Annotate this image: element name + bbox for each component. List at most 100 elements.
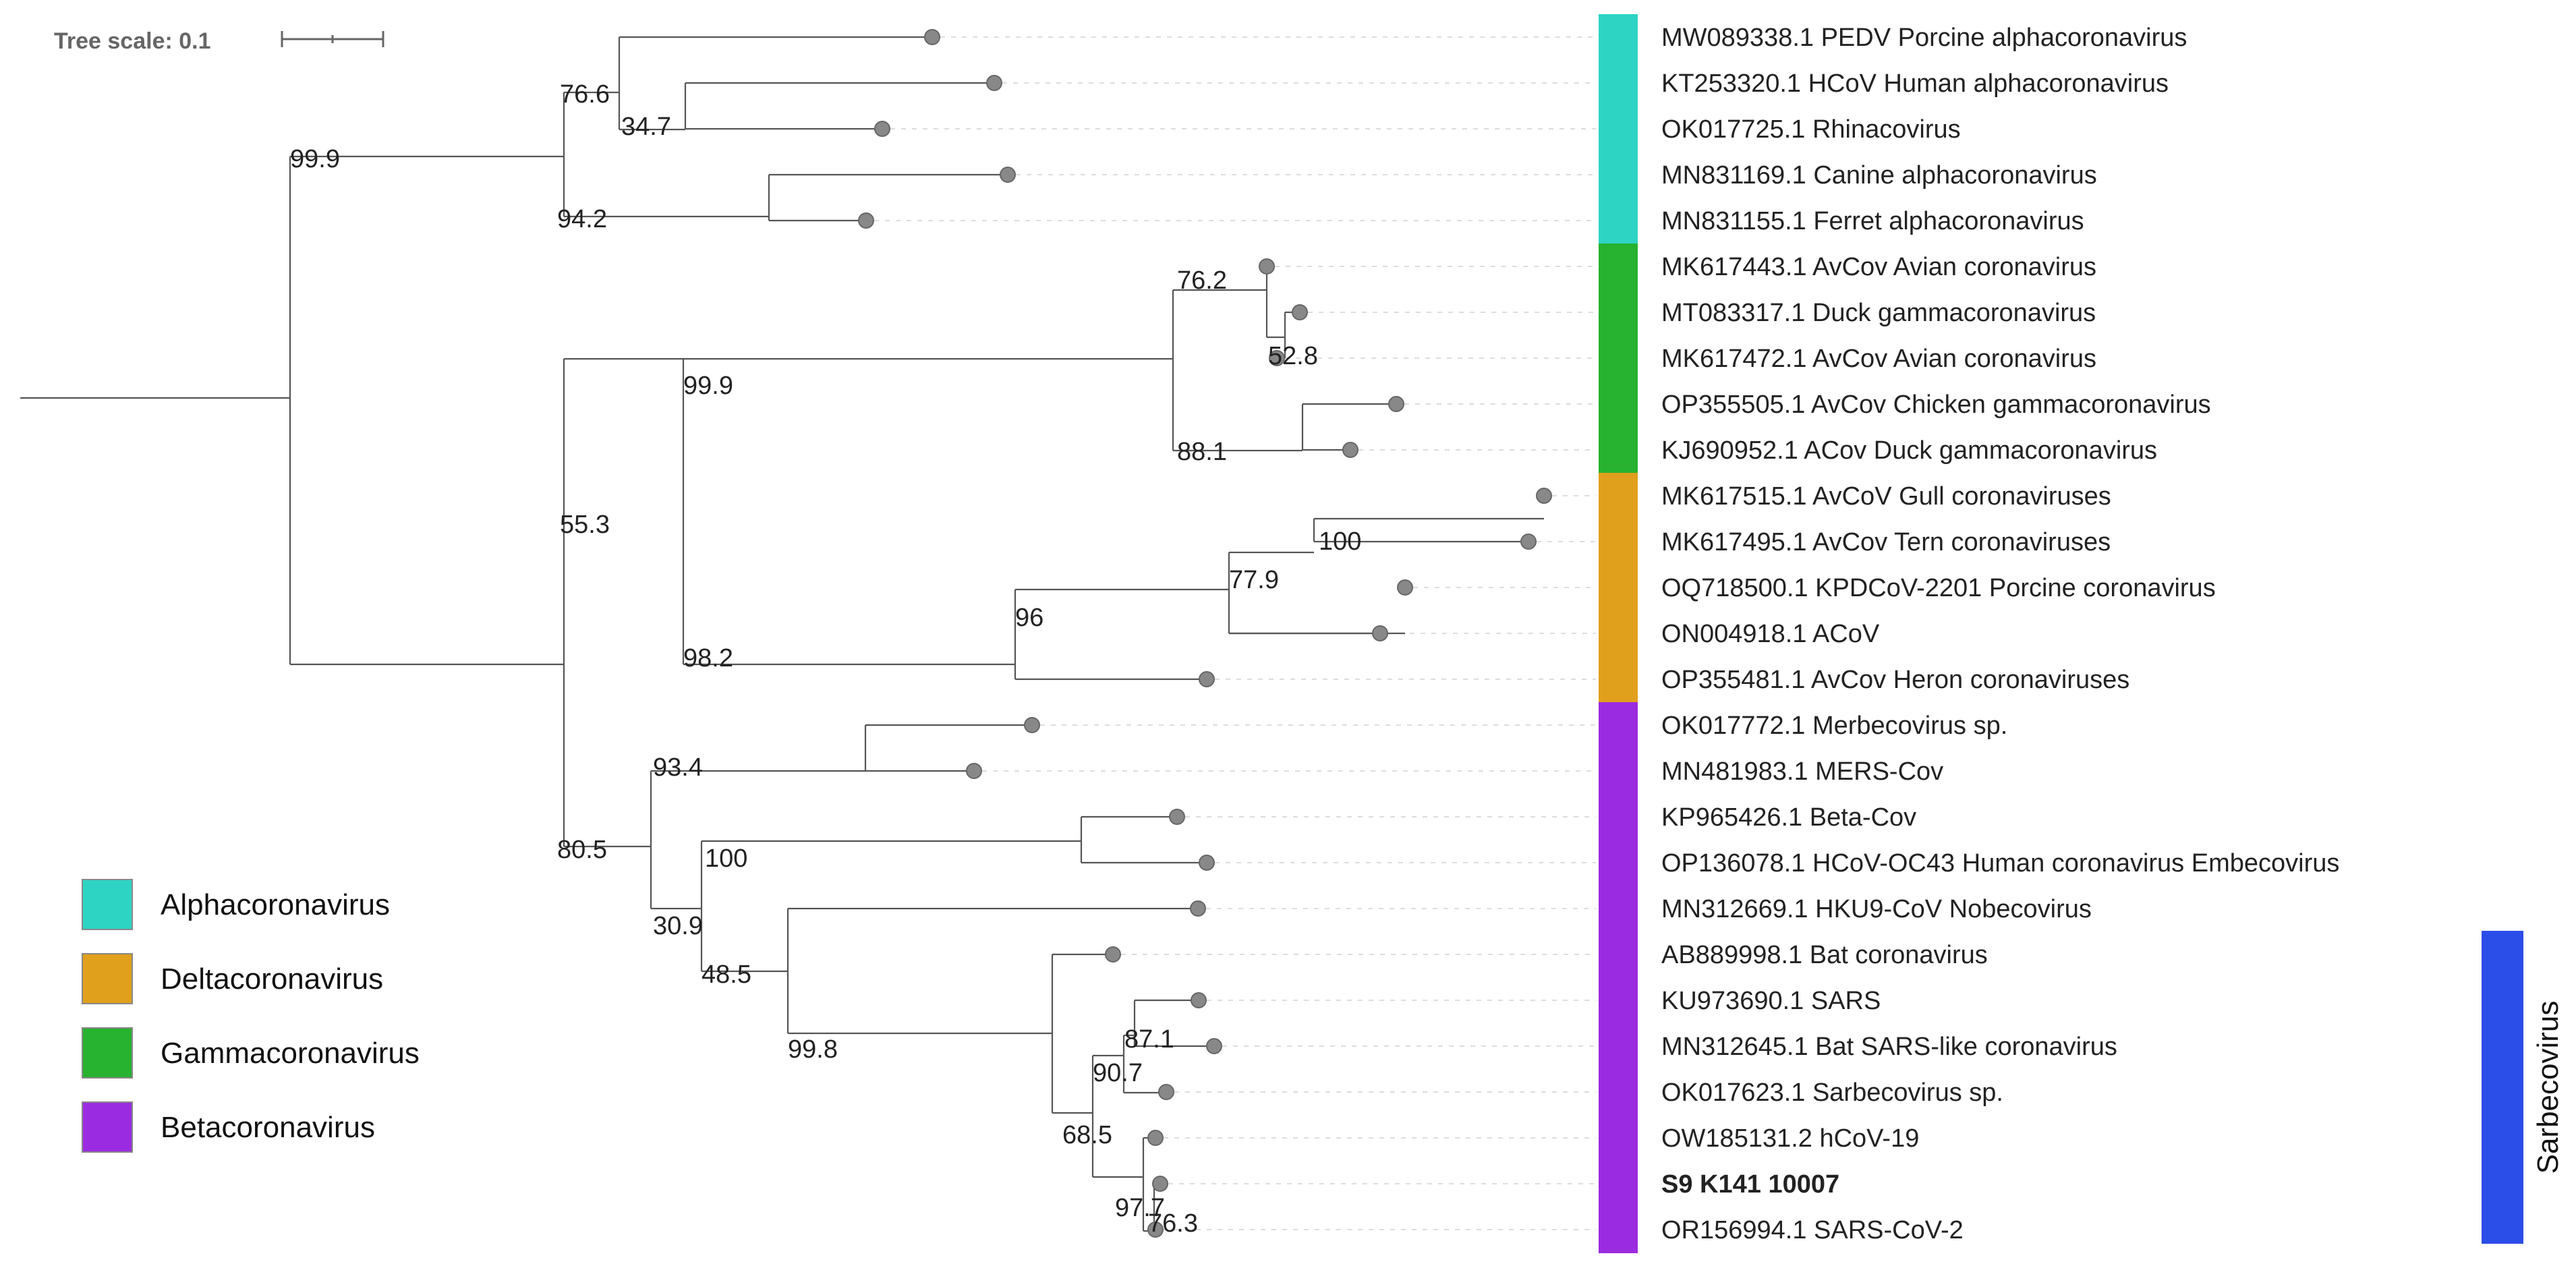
tip-marker	[1520, 534, 1537, 550]
clade-strip-cell	[1599, 656, 1638, 703]
leaf-label: OP355481.1 AvCov Heron coronaviruses	[1661, 666, 2129, 694]
clade-strip-cell	[1599, 794, 1638, 840]
support-values: 99.9 76.6 34.7 94.2 55.3 99.9 76.2 52.8 …	[290, 80, 1361, 1238]
clade-strip-cell	[1599, 748, 1638, 795]
legend-swatch-gamma	[82, 1027, 133, 1079]
clade-strip-cell	[1599, 1115, 1638, 1161]
tip-marker	[1292, 304, 1308, 320]
support-value: 90.7	[1093, 1059, 1143, 1087]
leaf-label: MN312669.1 HKU9-CoV Nobecovirus	[1661, 895, 2092, 923]
clade-strip-cell	[1599, 243, 1638, 290]
leader-lines	[874, 36, 1596, 1230]
support-value: 30.9	[653, 912, 703, 940]
clade-color-strip	[1599, 14, 1638, 1253]
clade-strip-cell	[1599, 381, 1638, 428]
clade-strip-cell	[1599, 152, 1638, 198]
support-value: 93.4	[653, 753, 703, 782]
legend-label-alpha: Alphacoronavirus	[161, 888, 390, 921]
tip-marker	[1199, 671, 1215, 687]
clade-strip-cell	[1599, 473, 1638, 519]
clade-strip-cell	[1599, 977, 1638, 1024]
support-value: 48.5	[702, 960, 751, 989]
tip-marker	[1105, 946, 1121, 963]
tip-marker	[1190, 900, 1206, 917]
clade-strip-cell	[1599, 565, 1638, 611]
tree-branches	[20, 36, 1544, 1232]
leaf-label: MK617472.1 AvCov Avian coronavirus	[1661, 345, 2096, 373]
tip-marker	[1372, 625, 1388, 641]
support-value: 76.2	[1177, 266, 1227, 295]
clade-strip-cell	[1599, 1023, 1638, 1070]
tip-marker	[986, 75, 1002, 91]
sarbecovirus-label: Sarbecovirus	[2531, 1001, 2565, 1174]
leaf-label: MT083317.1 Duck gammacoronavirus	[1661, 299, 2096, 327]
tree-scale-label: Tree scale: 0.1	[54, 28, 211, 54]
tip-marker	[874, 121, 890, 137]
legend-swatch-delta	[82, 953, 133, 1004]
leaf-label: OK017725.1 Rhinacovirus	[1661, 115, 1961, 144]
support-value: 94.2	[557, 205, 607, 233]
clade-legend: Alphacoronavirus Deltacoronavirus Gammac…	[82, 879, 420, 1153]
legend-label-gamma: Gammacoronavirus	[161, 1037, 420, 1070]
tip-marker	[1191, 992, 1207, 1008]
sarbecovirus-bar	[2482, 931, 2523, 1244]
support-value: 99.8	[788, 1035, 838, 1064]
clade-strip-cell	[1599, 60, 1638, 107]
support-value: 97.7	[1115, 1194, 1165, 1222]
support-value: 88.1	[1177, 438, 1227, 466]
clade-strip-cell	[1599, 1207, 1638, 1253]
tip-marker	[924, 29, 940, 45]
leaf-label: OW185131.2 hCoV-19	[1661, 1124, 1919, 1153]
clade-strip-cell	[1599, 519, 1638, 565]
tip-marker	[1536, 488, 1552, 504]
support-value: 52.8	[1268, 342, 1318, 370]
clade-strip-cell	[1599, 931, 1638, 978]
leaf-label: KU973690.1 SARS	[1661, 987, 1881, 1015]
support-value: 76.3	[1148, 1209, 1198, 1238]
tip-marker	[858, 212, 874, 229]
clade-strip-cell	[1599, 610, 1638, 657]
support-value: 99.9	[683, 372, 733, 400]
leaf-label: MW089338.1 PEDV Porcine alphacoronavirus	[1661, 24, 2187, 52]
legend-swatch-alpha	[82, 879, 133, 930]
leaf-label: OQ718500.1 KPDCoV-2201 Porcine coronavir…	[1661, 574, 2216, 602]
leaf-label: AB889998.1 Bat coronavirus	[1661, 941, 1988, 969]
leaf-label: OP355505.1 AvCov Chicken gammacoronaviru…	[1661, 391, 2211, 419]
support-value: 96	[1015, 604, 1043, 632]
support-value: 99.9	[290, 145, 340, 173]
clade-strip-cell	[1599, 840, 1638, 886]
tip-marker	[1259, 258, 1275, 275]
tip-marker	[1147, 1222, 1164, 1238]
tip-marker	[1000, 167, 1016, 183]
tip-markers	[858, 29, 1552, 1238]
leaf-label: KJ690952.1 ACov Duck gammacoronavirus	[1661, 436, 2157, 465]
support-value: 87.1	[1124, 1025, 1174, 1054]
support-value: 34.7	[621, 113, 671, 141]
tip-marker	[1152, 1176, 1168, 1192]
tip-marker	[1024, 717, 1040, 733]
tip-marker	[1158, 1084, 1174, 1100]
leaf-label: OP136078.1 HCoV-OC43 Human coronavirus E…	[1661, 849, 2339, 878]
clade-strip-cell	[1599, 427, 1638, 473]
leaf-label: OK017623.1 Sarbecovirus sp.	[1661, 1079, 2003, 1107]
leaf-label: KP965426.1 Beta-Cov	[1661, 803, 1916, 832]
support-value: 77.9	[1229, 566, 1279, 594]
leaf-label: MK617443.1 AvCov Avian coronavirus	[1661, 253, 2096, 281]
leaf-label: MK617515.1 AvCoV Gull coronaviruses	[1661, 482, 2111, 511]
leaf-label: MN481983.1 MERS-Cov	[1661, 757, 1943, 786]
support-value: 98.2	[683, 644, 733, 672]
tip-marker	[1388, 396, 1404, 412]
leaf-label-highlighted: S9 K141 10007	[1661, 1170, 1839, 1199]
leaf-label: ON004918.1 ACoV	[1661, 620, 1880, 648]
legend-swatch-beta	[82, 1101, 133, 1153]
clade-strip-cell	[1599, 335, 1638, 382]
clade-strip-cell	[1599, 702, 1638, 749]
leaf-label: MN312645.1 Bat SARS-like coronavirus	[1661, 1033, 2117, 1061]
leaf-label: KT253320.1 HCoV Human alphacoronavirus	[1661, 69, 2169, 98]
legend-label-delta: Deltacoronavirus	[161, 963, 383, 996]
tip-marker	[1397, 579, 1413, 596]
support-value: 80.5	[557, 836, 607, 864]
leaf-labels: MW089338.1 PEDV Porcine alphacoronavirus…	[1661, 24, 2339, 1244]
tip-marker	[1269, 350, 1285, 366]
tip-marker	[1169, 809, 1185, 825]
